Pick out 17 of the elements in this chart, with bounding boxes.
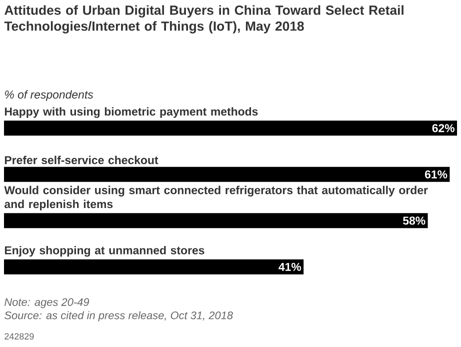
- bar: [4, 213, 428, 228]
- y-tick-label: Prefer self-service checkout: [4, 156, 158, 164]
- data-label: 41%: [278, 262, 302, 271]
- bar: [4, 166, 450, 182]
- data-label: 61%: [424, 170, 448, 178]
- y-tick-label: Happy with using biometric payment methods: [4, 107, 258, 118]
- y-tick-label: Enjoy shopping at unmanned stores: [4, 246, 204, 257]
- text: 242829: [4, 333, 34, 340]
- chart-subtitle: % of respondents: [5, 90, 94, 101]
- bar: [4, 120, 458, 136]
- text: Note: ages 20-49: [4, 298, 90, 308]
- bar: [4, 259, 304, 274]
- data-label: 58%: [403, 216, 426, 225]
- y-tick-label: Would consider using smart connected refrigerators that automatically order and replenish items: [4, 186, 428, 210]
- data-label: 62%: [432, 124, 454, 132]
- chart-title: Attitudes of Urban Digital Buyers in China Toward Select Retail Technologies/Internet of Things (IoT), May 2018: [4, 5, 404, 34]
- source-note: Source: as cited in press release, Oct 31, 2018: [4, 311, 233, 322]
